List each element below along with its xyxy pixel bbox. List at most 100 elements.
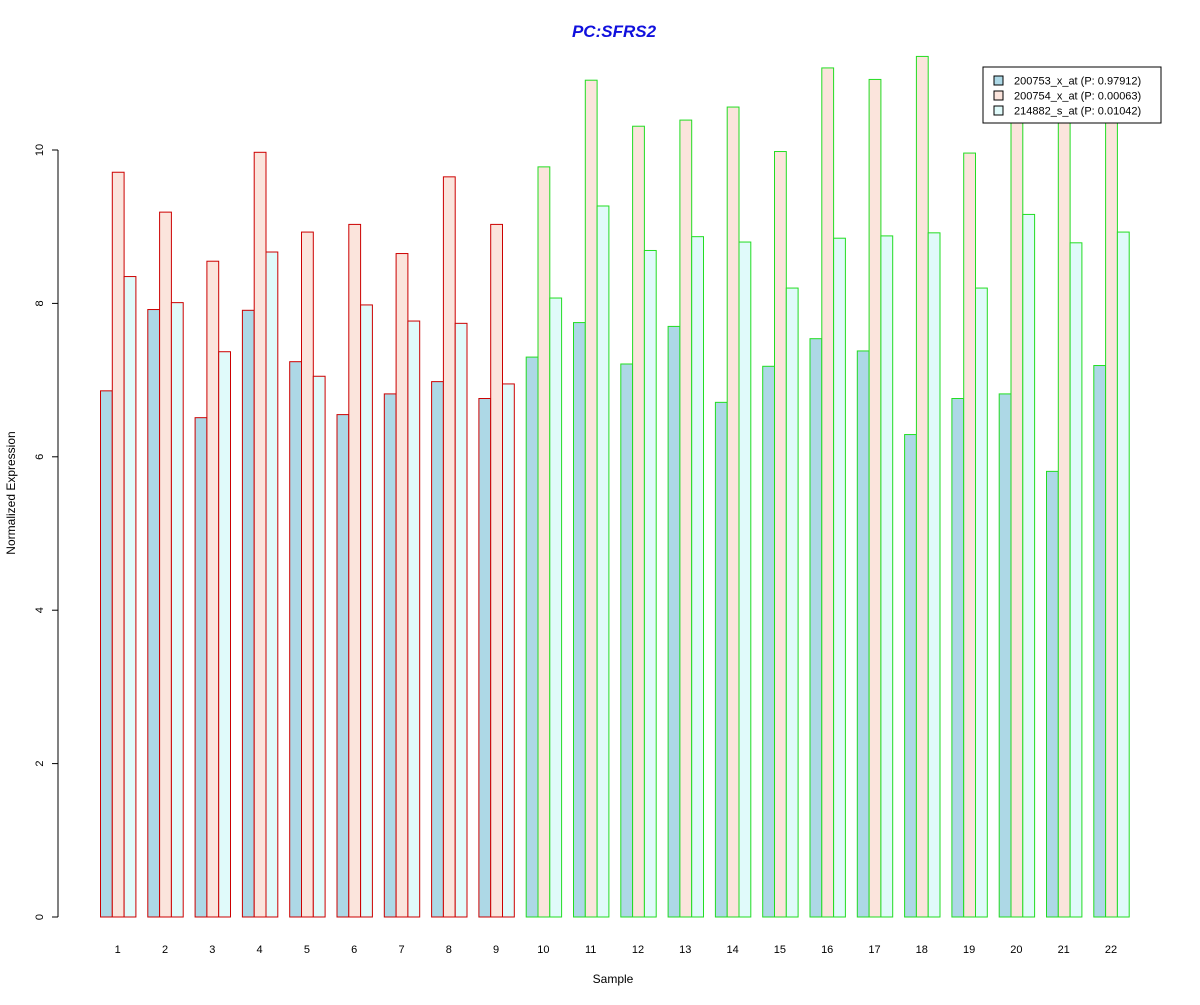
bar-s3-sample-7 xyxy=(407,320,421,918)
bar-s2-sample-22 xyxy=(1105,118,1118,918)
bar-group-19 xyxy=(951,152,988,918)
bar-s2-sample-8 xyxy=(442,176,456,918)
bar-s1-sample-3 xyxy=(194,417,208,918)
x-tick-label: 9 xyxy=(493,944,499,956)
bar-group-2 xyxy=(147,211,184,918)
bar-s3-sample-2 xyxy=(170,302,184,918)
bar-group-21 xyxy=(1046,118,1083,918)
bar-s1-sample-15 xyxy=(762,365,776,918)
bar-s1-sample-21 xyxy=(1046,470,1059,918)
y-tick-label: 4 xyxy=(34,607,46,613)
x-tick-label: 6 xyxy=(351,944,357,956)
x-tick-label: 13 xyxy=(679,944,691,956)
legend-label-3: 214882_s_at (P: 0.01042) xyxy=(1014,106,1141,118)
bar-group-22 xyxy=(1093,118,1130,918)
bar-s1-sample-18 xyxy=(904,434,917,918)
bar-s2-sample-11 xyxy=(584,79,598,918)
bar-s1-sample-5 xyxy=(289,361,303,918)
bar-s2-sample-12 xyxy=(632,125,645,918)
bar-s2-sample-17 xyxy=(868,78,882,918)
legend-label-2: 200754_x_at (P: 0.00063) xyxy=(1014,91,1141,103)
bar-s3-sample-10 xyxy=(549,297,563,918)
bar-s1-sample-14 xyxy=(714,401,728,918)
x-tick-label: 14 xyxy=(726,944,738,956)
y-tick-label: 2 xyxy=(34,761,46,767)
x-tick-label: 7 xyxy=(398,944,404,956)
x-axis-tick-labels: 1 2 3 4 5 6 7 8 9 10 11 12 13 14 15 16 17 18 19 20 21 22 xyxy=(115,944,1117,956)
bar-s2-sample-18 xyxy=(915,55,929,918)
legend-swatch-2 xyxy=(993,90,1004,101)
y-tick-label: 6 xyxy=(34,454,46,460)
bar-s1-sample-6 xyxy=(336,414,350,918)
bar-s1-sample-8 xyxy=(431,381,444,918)
x-tick-label: 22 xyxy=(1105,944,1117,956)
legend-swatch-3 xyxy=(993,105,1004,116)
bar-group-11 xyxy=(573,79,610,918)
bar-s3-sample-21 xyxy=(1069,242,1083,918)
bar-s1-sample-10 xyxy=(525,356,539,918)
x-tick-label: 21 xyxy=(1058,944,1070,956)
bar-s3-sample-14 xyxy=(738,241,752,918)
bar-s2-sample-19 xyxy=(963,152,977,918)
bar-s2-sample-2 xyxy=(159,211,172,918)
bar-s3-sample-17 xyxy=(880,235,894,918)
bar-group-16 xyxy=(809,67,846,918)
bar-s2-sample-10 xyxy=(537,166,551,918)
bar-s1-sample-19 xyxy=(951,398,965,918)
legend-label-1: 200753_x_at (P: 0.97912) xyxy=(1014,76,1141,88)
bar-s3-sample-16 xyxy=(833,237,846,918)
bar-s2-sample-6 xyxy=(348,223,362,918)
bar-s1-sample-22 xyxy=(1093,365,1107,918)
bar-s3-sample-6 xyxy=(360,304,373,918)
bar-group-3 xyxy=(194,260,231,918)
x-tick-label: 4 xyxy=(257,944,263,956)
bar-s2-sample-21 xyxy=(1057,118,1071,918)
bar-group-9 xyxy=(478,223,515,918)
bar-s2-sample-13 xyxy=(679,119,693,918)
bar-s1-sample-17 xyxy=(856,350,870,918)
bar-group-17 xyxy=(856,78,894,918)
bar-s3-sample-3 xyxy=(218,351,231,918)
x-tick-label: 2 xyxy=(162,944,168,956)
bar-s2-sample-7 xyxy=(395,253,409,918)
bar-s1-sample-11 xyxy=(573,322,586,918)
bar-group-6 xyxy=(336,223,373,918)
bar-s3-sample-11 xyxy=(596,205,610,918)
x-tick-label: 5 xyxy=(304,944,310,956)
bar-s3-sample-1 xyxy=(123,276,137,918)
bar-s1-sample-7 xyxy=(383,393,397,918)
x-tick-label: 17 xyxy=(868,944,880,956)
bar-s1-sample-13 xyxy=(667,325,681,918)
bar-s1-sample-16 xyxy=(809,338,823,918)
bar-s1-sample-9 xyxy=(478,398,492,918)
y-axis-label: Normalized Expression xyxy=(4,431,18,554)
x-tick-label: 19 xyxy=(963,944,975,956)
x-tick-label: 8 xyxy=(446,944,452,956)
bar-s3-sample-4 xyxy=(265,251,279,918)
x-tick-label: 10 xyxy=(537,944,549,956)
bar-s3-sample-8 xyxy=(454,322,468,918)
y-axis: 0 2 4 6 8 10 xyxy=(34,144,59,920)
bars-layer xyxy=(100,55,1130,918)
bar-s2-sample-5 xyxy=(301,231,314,918)
x-tick-label: 1 xyxy=(115,944,121,956)
y-tick-label: 10 xyxy=(34,144,46,156)
bar-group-5 xyxy=(289,231,326,918)
bar-group-4 xyxy=(241,151,279,918)
bar-s3-sample-19 xyxy=(975,287,988,918)
bar-group-10 xyxy=(525,166,563,918)
x-tick-label: 3 xyxy=(209,944,215,956)
bar-s3-sample-13 xyxy=(691,236,705,918)
y-tick-label: 0 xyxy=(34,914,46,920)
bar-group-12 xyxy=(620,125,657,918)
y-tick-label: 8 xyxy=(34,300,46,306)
bar-s3-sample-20 xyxy=(1022,213,1036,918)
bar-group-8 xyxy=(431,176,468,918)
x-tick-label: 12 xyxy=(632,944,644,956)
bar-s2-sample-1 xyxy=(111,171,125,918)
bar-s2-sample-14 xyxy=(726,106,740,918)
x-axis-label: Sample xyxy=(593,972,634,986)
bar-group-18 xyxy=(904,55,941,918)
x-tick-label: 18 xyxy=(916,944,928,956)
